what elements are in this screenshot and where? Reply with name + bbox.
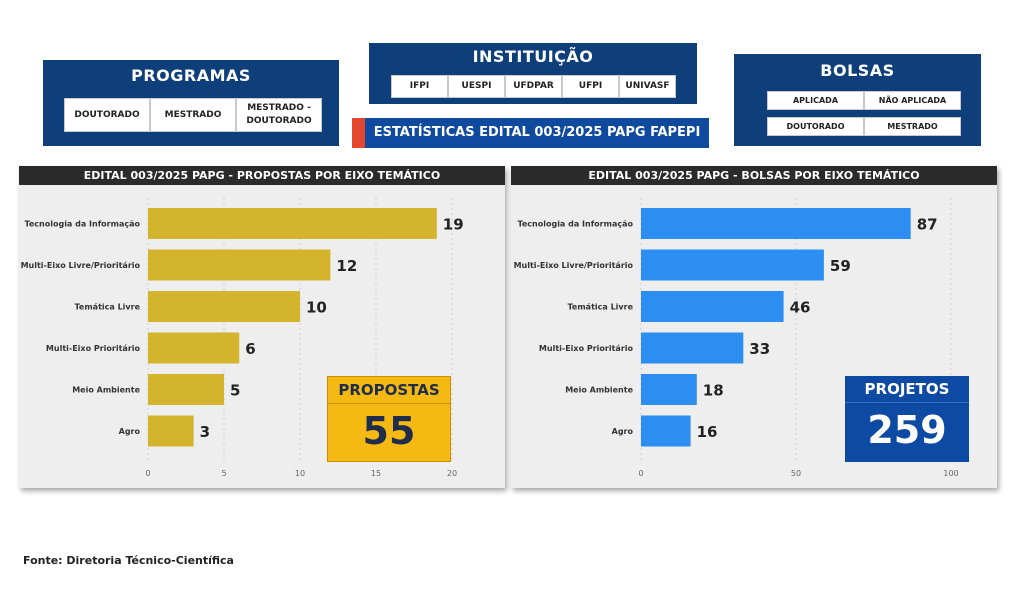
category-label: Temática Livre	[75, 303, 141, 312]
instituicao-title: INSTITUIÇÃO	[472, 47, 594, 66]
category-label: Tecnologia da Informação	[24, 220, 140, 229]
category-label: Agro	[612, 427, 634, 436]
propostas-chart-title: EDITAL 003/2025 PAPG - PROPOSTAS POR EIX…	[19, 166, 505, 185]
data-label: 10	[306, 299, 327, 317]
data-label: 87	[917, 216, 938, 234]
propostas-kpi-value: 55	[362, 409, 416, 453]
bolsas-panel: BOLSAS APLICADA NÃO APLICADA DOUTORADO M…	[734, 54, 981, 146]
x-tick-label: 5	[221, 469, 226, 478]
data-label: 46	[790, 299, 811, 317]
data-label: 18	[703, 382, 724, 400]
bolsas-chart-title: EDITAL 003/2025 PAPG - BOLSAS POR EIXO T…	[511, 166, 997, 185]
bar[interactable]	[641, 374, 697, 405]
programas-title: PROGRAMAS	[131, 66, 251, 85]
propostas-bar-chart: 0 5 10 15 20 Tecnologia da Informação 19 Multi-…	[21, 198, 464, 478]
category-label: Multi-Eixo Prioritário	[46, 344, 141, 353]
programas-panel: PROGRAMAS DOUTORADO MESTRADO MESTRADO - …	[43, 60, 339, 146]
filter-mestrado-doutorado-button[interactable]: MESTRADO - DOUTORADO	[236, 98, 322, 132]
bar[interactable]	[641, 415, 691, 447]
filter-ifpi-button[interactable]: IFPI	[391, 75, 448, 98]
bar[interactable]	[148, 249, 331, 281]
instituicao-panel: INSTITUIÇÃO IFPI UESPI UFDPAR UFPI UNIVA…	[369, 43, 697, 104]
x-tick-label: 20	[447, 469, 457, 478]
filter-doutorado-button[interactable]: DOUTORADO	[64, 98, 150, 132]
filter-uespi-button[interactable]: UESPI	[448, 75, 505, 98]
data-label: 3	[200, 423, 210, 441]
x-tick-label: 100	[943, 469, 958, 478]
bar[interactable]	[641, 249, 824, 281]
data-label: 59	[830, 257, 851, 275]
propostas-kpi-card: PROPOSTAS 55	[327, 376, 451, 462]
banner-accent	[352, 118, 365, 148]
category-label: Meio Ambiente	[565, 386, 633, 395]
bar[interactable]	[148, 291, 300, 322]
category-label: Multi-Eixo Livre/Prioritário	[514, 261, 634, 270]
projetos-kpi-label: PROJETOS	[845, 379, 969, 403]
bar[interactable]	[641, 332, 744, 364]
category-label: Multi-Eixo Livre/Prioritário	[21, 261, 141, 270]
title-banner: ESTATÍSTICAS EDITAL 003/2025 PAPG FAPEPI	[352, 118, 709, 148]
bolsas-bar-chart: 0 50 100 Tecnologia da Informação 87 Multi-Ei…	[514, 198, 959, 478]
projetos-kpi-card: PROJETOS 259	[845, 376, 969, 462]
projetos-kpi-value: 259	[867, 408, 947, 452]
category-label: Multi-Eixo Prioritário	[539, 344, 634, 353]
category-label: Agro	[119, 427, 141, 436]
bar[interactable]	[148, 208, 437, 239]
data-label: 6	[245, 340, 255, 358]
bolsas-title: BOLSAS	[820, 61, 895, 80]
x-tick-label: 0	[145, 469, 150, 478]
filter-mestrado-button[interactable]: MESTRADO	[150, 98, 236, 132]
bar[interactable]	[148, 374, 224, 405]
data-label: 19	[443, 216, 464, 234]
category-label: Tecnologia da Informação	[517, 220, 633, 229]
bar[interactable]	[641, 208, 911, 239]
bar[interactable]	[641, 291, 784, 322]
data-label: 16	[697, 423, 718, 441]
propostas-chart-panel: EDITAL 003/2025 PAPG - PROPOSTAS POR EIX…	[19, 166, 505, 488]
category-label: Meio Ambiente	[72, 386, 140, 395]
bolsas-chart-panel: EDITAL 003/2025 PAPG - BOLSAS POR EIXO T…	[511, 166, 997, 488]
data-label: 33	[749, 340, 770, 358]
bar[interactable]	[148, 415, 194, 447]
filter-aplicada-button[interactable]: APLICADA	[767, 91, 864, 110]
data-label: 12	[336, 257, 357, 275]
x-tick-label: 0	[638, 469, 643, 478]
filter-bolsa-mestrado-button[interactable]: MESTRADO	[864, 117, 961, 136]
x-tick-label: 50	[791, 469, 801, 478]
banner-text: ESTATÍSTICAS EDITAL 003/2025 PAPG FAPEPI	[373, 125, 701, 140]
filter-univasf-button[interactable]: UNIVASF	[619, 75, 676, 98]
data-label: 5	[230, 382, 240, 400]
bar[interactable]	[148, 332, 240, 364]
x-tick-label: 10	[295, 469, 305, 478]
x-tick-label: 15	[371, 469, 381, 478]
filter-ufpi-button[interactable]: UFPI	[562, 75, 619, 98]
propostas-kpi-label: PROPOSTAS	[328, 380, 450, 404]
source-footnote: Fonte: Diretoria Técnico-Científica	[23, 554, 234, 567]
filter-nao-aplicada-button[interactable]: NÃO APLICADA	[864, 91, 961, 110]
filter-ufdpar-button[interactable]: UFDPAR	[505, 75, 562, 98]
category-label: Temática Livre	[568, 303, 634, 312]
filter-bolsa-doutorado-button[interactable]: DOUTORADO	[767, 117, 864, 136]
